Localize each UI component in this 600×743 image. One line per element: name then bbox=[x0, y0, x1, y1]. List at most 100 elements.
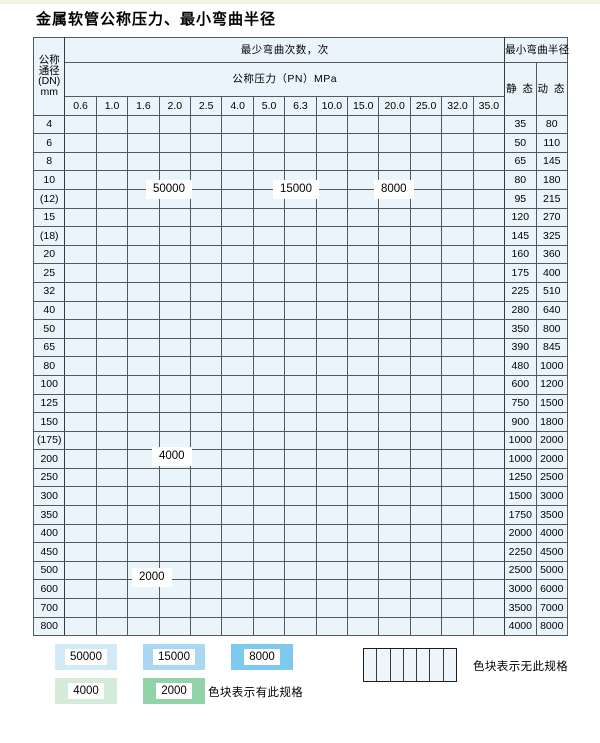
spec-cell bbox=[95, 244, 129, 265]
spec-cell bbox=[221, 300, 254, 321]
spec-cell bbox=[347, 114, 380, 135]
legend-no-spec-cell bbox=[417, 649, 431, 681]
spec-cell bbox=[127, 598, 160, 618]
spec-cell bbox=[221, 505, 254, 525]
spec-cell bbox=[221, 114, 254, 135]
spec-cell bbox=[409, 467, 443, 488]
spec-cell bbox=[284, 356, 317, 376]
spec-cell bbox=[221, 170, 254, 190]
legend-swatch-label: 8000 bbox=[244, 648, 280, 666]
spec-cell bbox=[378, 114, 411, 135]
static-radius-cell: 2000 bbox=[504, 523, 537, 544]
spec-cell bbox=[190, 151, 223, 172]
spec-cell bbox=[127, 151, 160, 172]
dynamic-radius-cell: 360 bbox=[535, 244, 568, 265]
spec-cell bbox=[378, 505, 411, 525]
legend-swatch: 2000 bbox=[143, 678, 205, 704]
spec-cell bbox=[95, 467, 129, 488]
spec-cell bbox=[315, 207, 349, 228]
dynamic-radius-cell: 3500 bbox=[535, 505, 568, 525]
spec-cell bbox=[409, 226, 443, 246]
spec-cell bbox=[472, 374, 506, 395]
pressure-column-header: 32.0 bbox=[441, 96, 474, 116]
spec-cell bbox=[315, 449, 349, 469]
spec-cell bbox=[252, 412, 286, 432]
spec-cell bbox=[409, 486, 443, 507]
spec-cell bbox=[190, 263, 223, 283]
spec-cell bbox=[158, 486, 192, 507]
spec-cell bbox=[95, 393, 129, 414]
page-top-edge bbox=[0, 0, 600, 4]
spec-cell bbox=[190, 598, 223, 618]
spec-cell bbox=[378, 616, 411, 637]
dn-value-cell: 32 bbox=[32, 281, 66, 302]
spec-cell bbox=[472, 300, 506, 321]
table-row: 32 225 510 bbox=[32, 281, 568, 302]
spec-cell bbox=[347, 319, 380, 339]
spec-cell bbox=[127, 616, 160, 637]
spec-cell bbox=[441, 430, 474, 451]
spec-cell bbox=[64, 598, 97, 618]
spec-cell bbox=[378, 560, 411, 581]
spec-cell bbox=[127, 207, 160, 228]
dynamic-radius-cell: 7000 bbox=[535, 598, 568, 618]
spec-cell bbox=[284, 393, 317, 414]
spec-cell bbox=[252, 616, 286, 637]
grid-value-label: 15000 bbox=[273, 180, 319, 199]
spec-cell bbox=[158, 281, 192, 302]
spec-cell bbox=[158, 244, 192, 265]
table-row: 500 2500 5000 bbox=[32, 560, 568, 581]
spec-cell bbox=[95, 133, 129, 153]
spec-cell bbox=[315, 467, 349, 488]
spec-cell bbox=[190, 374, 223, 395]
dynamic-radius-cell: 215 bbox=[535, 188, 568, 209]
spec-cell bbox=[472, 486, 506, 507]
legend-no-spec-cell bbox=[377, 649, 391, 681]
dn-value-cell: 15 bbox=[32, 207, 66, 228]
dn-value-cell: 300 bbox=[32, 486, 66, 507]
bend-count-header: 最少弯曲次数，次 bbox=[64, 37, 506, 63]
static-radius-cell: 480 bbox=[504, 356, 537, 376]
table-row: 250 1250 2500 bbox=[32, 467, 568, 488]
legend-no-spec-text: 色块表示无此规格 bbox=[473, 661, 569, 673]
spec-cell bbox=[190, 523, 223, 544]
static-radius-cell: 145 bbox=[504, 226, 537, 246]
legend-no-spec-cell bbox=[443, 649, 456, 681]
spec-cell bbox=[378, 337, 411, 358]
static-radius-cell: 80 bbox=[504, 170, 537, 190]
spec-cell bbox=[409, 133, 443, 153]
spec-cell bbox=[221, 356, 254, 376]
dn-value-cell: 20 bbox=[32, 244, 66, 265]
spec-cell bbox=[472, 523, 506, 544]
static-radius-cell: 2500 bbox=[504, 560, 537, 581]
table-row: 400 2000 4000 bbox=[32, 523, 568, 544]
spec-cell bbox=[347, 300, 380, 321]
spec-cell bbox=[127, 319, 160, 339]
static-radius-cell: 350 bbox=[504, 319, 537, 339]
spec-cell bbox=[315, 430, 349, 451]
legend: 50000 15000 8000 4000 2000 色块表示有此规格 色块表示无此规格 bbox=[33, 636, 573, 726]
pressure-column-header: 0.6 bbox=[64, 96, 97, 116]
spec-cell bbox=[441, 449, 474, 469]
spec-cell bbox=[472, 337, 506, 358]
spec-cell bbox=[252, 114, 286, 135]
spec-cell bbox=[158, 412, 192, 432]
spec-cell bbox=[315, 616, 349, 637]
spec-cell bbox=[190, 337, 223, 358]
spec-cell bbox=[378, 486, 411, 507]
spec-cell bbox=[409, 151, 443, 172]
dn-value-cell: 250 bbox=[32, 467, 66, 488]
header-row-1: 公称 通径 (DN) mm 最少弯曲次数，次 最小弯曲半径 bbox=[32, 37, 569, 116]
spec-cell bbox=[409, 449, 443, 469]
pressure-column-header: 6.3 bbox=[284, 96, 317, 116]
legend-no-spec-cell bbox=[430, 649, 444, 681]
spec-cell bbox=[441, 374, 474, 395]
spec-cell bbox=[252, 226, 286, 246]
spec-cell bbox=[441, 207, 474, 228]
table-row: 80 480 1000 bbox=[32, 356, 568, 376]
spec-cell bbox=[95, 598, 129, 618]
spec-cell bbox=[95, 449, 129, 469]
dn-value-cell: 50 bbox=[32, 319, 66, 339]
spec-cell bbox=[347, 467, 380, 488]
spec-cell bbox=[347, 170, 380, 190]
